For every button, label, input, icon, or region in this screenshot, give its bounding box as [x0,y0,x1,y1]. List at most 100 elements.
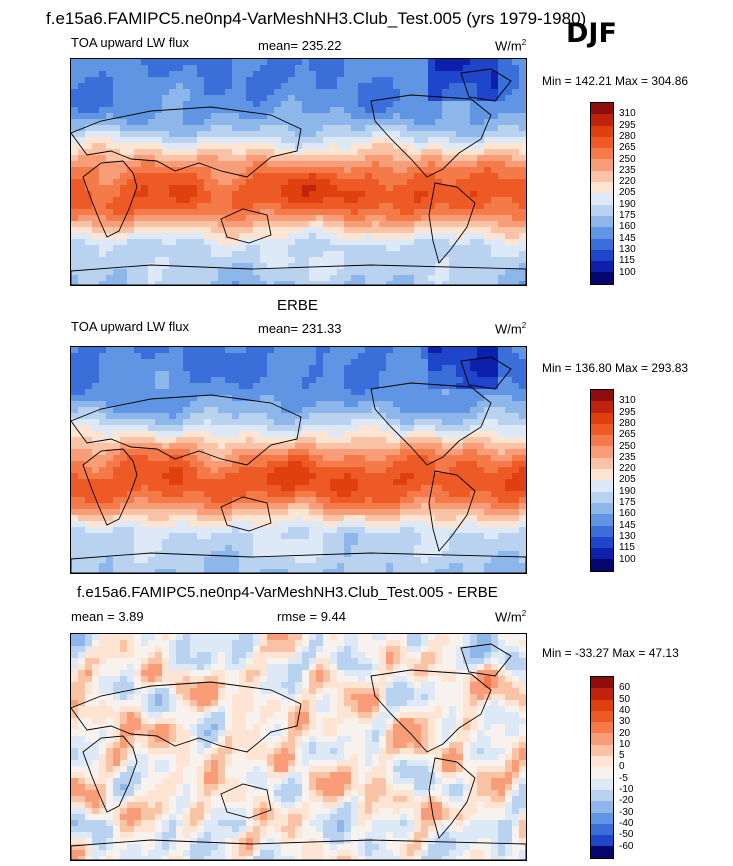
map-cell [323,101,331,108]
map-cell [344,215,352,222]
colorbar-swatch [591,227,613,239]
map-cell [253,149,261,156]
map-cell [316,557,324,564]
map-cell [316,83,324,90]
map-cell [428,281,436,285]
map-cell [393,461,401,468]
map-cell [253,383,261,390]
map-cell [330,473,338,480]
map-cell [449,383,457,390]
map-cell [351,539,359,546]
map-cell [148,419,156,426]
map-cell [407,485,415,492]
map-cell [288,527,296,534]
map-cell [379,407,387,414]
map-cell [442,131,450,138]
map-cell [218,65,226,72]
map-cell [449,179,457,186]
map-cell [428,77,436,84]
map-cell [505,269,513,276]
map-cell [183,371,191,378]
map-cell [372,443,380,450]
map-cell [484,563,492,570]
map-cell [148,203,156,210]
map-cell [512,83,520,90]
map-cell [344,227,352,234]
map-cell [288,257,296,264]
map-cell [449,233,457,240]
map-cell [449,419,457,426]
map-cell [134,389,142,396]
map-cell [386,365,394,372]
map-cell [484,155,492,162]
map-cell [435,77,443,84]
map-cell [288,467,296,474]
map-cell [148,377,156,384]
colorbar-swatch [591,249,613,262]
map-cell [99,125,107,132]
map-cell [330,251,338,258]
map-cell [274,71,282,78]
map-cell [225,353,233,360]
map-cell [484,527,492,534]
map-cell [449,569,457,573]
map-cell [421,233,429,240]
map-cell [197,467,205,474]
map-cell [477,203,485,210]
map-cell [421,209,429,216]
map-cell [260,95,268,102]
map-cell [281,503,289,510]
map-cell [141,389,149,396]
map-cell [491,65,499,72]
map-cell [162,431,170,438]
map-cell [309,545,317,552]
map-cell [190,95,198,102]
map-cell [330,167,338,174]
map-cell [92,179,100,186]
map-cell [498,461,506,468]
map-cell [162,209,170,216]
map-cell [148,359,156,366]
map-cell [400,359,408,366]
map-cell [358,197,366,204]
map-cell [477,353,485,360]
map-cell [225,491,233,498]
map-cell [211,179,219,186]
map-cell [302,515,310,522]
map-cell [470,497,478,504]
map-cell [351,71,359,78]
map-cell [113,467,121,474]
map-cell [71,161,79,168]
map-cell [274,347,282,354]
map-cell [127,233,135,240]
map-cell [358,275,366,282]
map-cell [92,407,100,414]
coastline [370,94,492,178]
map-cell [442,521,450,528]
map-cell [330,215,338,222]
map-cell [260,461,268,468]
map-cell [106,275,114,282]
map-cell [288,251,296,258]
map-cell [288,413,296,420]
map-cell [344,257,352,264]
map-cell [295,197,303,204]
map-cell [302,245,310,252]
map-cell [218,275,226,282]
map-cell [162,161,170,168]
map-cell [225,251,233,258]
map-cell [113,275,121,282]
map-cell [211,551,219,558]
map-cell [372,149,380,156]
map-cell [197,401,205,408]
map-cell [302,431,310,438]
map-cell [337,365,345,372]
map-cell [372,89,380,96]
map-cell [85,479,93,486]
map-cell [176,461,184,468]
map-cell [316,425,324,432]
map-cell [400,365,408,372]
map-cell [470,371,478,378]
map-cell [281,563,289,570]
map-cell [85,143,93,150]
